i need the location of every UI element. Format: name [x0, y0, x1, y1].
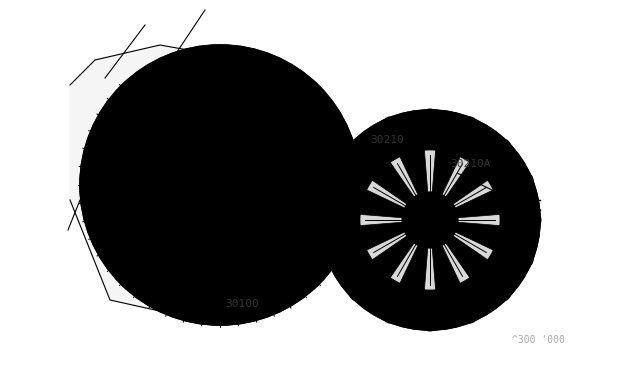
Ellipse shape: [424, 116, 436, 134]
Ellipse shape: [339, 261, 356, 275]
Circle shape: [523, 211, 541, 229]
Circle shape: [135, 100, 305, 270]
Wedge shape: [360, 214, 405, 225]
Circle shape: [349, 283, 367, 301]
Polygon shape: [70, 45, 310, 320]
Text: 30210: 30210: [370, 135, 404, 145]
Circle shape: [348, 138, 512, 302]
Circle shape: [327, 250, 345, 268]
Wedge shape: [451, 180, 493, 209]
Wedge shape: [441, 241, 470, 283]
Text: ^300 '000: ^300 '000: [512, 335, 565, 345]
Circle shape: [320, 110, 540, 330]
Circle shape: [80, 45, 360, 325]
Wedge shape: [455, 214, 500, 225]
Wedge shape: [424, 245, 436, 290]
Circle shape: [327, 172, 345, 190]
Circle shape: [507, 200, 517, 210]
Circle shape: [460, 305, 478, 323]
Circle shape: [493, 139, 511, 157]
Circle shape: [182, 147, 258, 223]
Circle shape: [515, 250, 533, 268]
Wedge shape: [367, 231, 410, 260]
Circle shape: [493, 283, 511, 301]
Circle shape: [460, 117, 478, 135]
Circle shape: [421, 313, 439, 331]
Circle shape: [202, 167, 238, 203]
Wedge shape: [441, 157, 470, 199]
Wedge shape: [390, 157, 419, 199]
Circle shape: [418, 208, 442, 232]
Circle shape: [382, 305, 400, 323]
Wedge shape: [367, 180, 410, 209]
Circle shape: [382, 117, 400, 135]
Circle shape: [402, 192, 458, 248]
Wedge shape: [390, 241, 419, 283]
Circle shape: [515, 172, 533, 190]
Text: 30210A: 30210A: [450, 159, 490, 169]
Circle shape: [349, 139, 367, 157]
Ellipse shape: [504, 261, 520, 275]
Circle shape: [421, 109, 439, 127]
Text: 30100: 30100: [225, 299, 259, 309]
Wedge shape: [451, 231, 493, 260]
Circle shape: [319, 211, 337, 229]
Wedge shape: [424, 150, 436, 195]
